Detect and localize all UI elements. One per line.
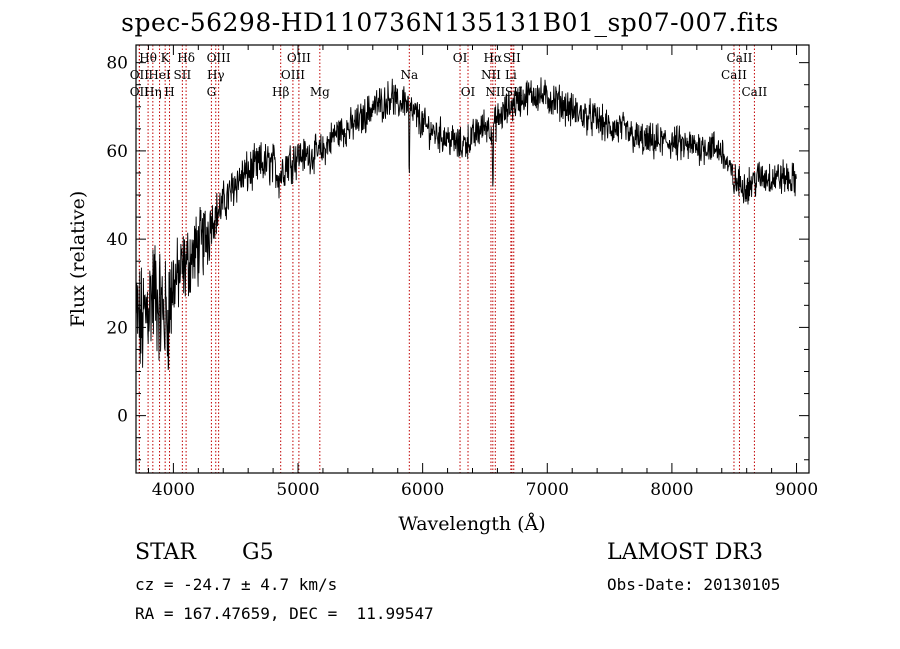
x-tick-label: 4000 (152, 480, 195, 500)
spectral-line-label: Hγ (207, 68, 225, 82)
x-tick-label: 7000 (526, 480, 569, 500)
object-class: STAR (135, 540, 196, 565)
spectral-line-label: HeI (148, 68, 171, 82)
spectral-line-label: Hδ (177, 51, 195, 65)
spectral-line-label: H (164, 85, 174, 99)
x-tick-label: 6000 (401, 480, 444, 500)
spectral-line-label: SII (503, 51, 521, 65)
x-tick-label: 8000 (650, 480, 693, 500)
spectral-line-label: OII (130, 85, 150, 99)
spectral-line-label: Li (505, 68, 517, 82)
spectral-line-markers (138, 45, 755, 473)
observation-date: Obs-Date: 20130105 (607, 575, 781, 594)
spectral-line-label: OIII (207, 51, 231, 65)
y-tick-label: 20 (106, 318, 128, 338)
spectrum-series (135, 77, 797, 371)
spectral-line-label: K (161, 51, 171, 65)
spectral-line-label: OI (461, 85, 476, 99)
y-tick-label: 40 (106, 230, 128, 250)
spectral-line-label: Na (400, 68, 418, 82)
spectrum-line (135, 77, 797, 371)
spectral-line-label: OII (130, 68, 150, 82)
coordinates: RA = 167.47659, DEC = 11.99547 (135, 604, 434, 623)
spectral-line-label: NII (481, 68, 501, 82)
spectral-line-label: OIII (281, 68, 305, 82)
spectral-line-label: Hβ (272, 85, 289, 99)
x-tick-label: 5000 (276, 480, 319, 500)
spectral-line-label: CaII (741, 85, 767, 99)
redshift-velocity: cz = -24.7 ± 4.7 km/s (135, 575, 338, 594)
spectral-line-label: Hθ (139, 51, 157, 65)
x-tick-label: 9000 (775, 480, 818, 500)
x-axis-label: Wavelength (Å) (398, 513, 545, 535)
spectral-line-label: NII (485, 85, 505, 99)
survey-name: LAMOST DR3 (607, 540, 763, 565)
y-axis-label: Flux (relative) (67, 191, 89, 328)
plot-frame (135, 44, 810, 474)
spectral-line-label: OI (453, 51, 468, 65)
spectral-line-label: Mg (310, 85, 330, 99)
spectral-line-label: OIII (287, 51, 311, 65)
y-tick-label: 80 (106, 54, 128, 74)
spectral-line-label: Hα (484, 51, 503, 65)
y-axis-ticks: 0 20 40 60 80 (106, 54, 809, 461)
object-subclass: G5 (242, 540, 274, 565)
x-axis-ticks: 4000 5000 6000 7000 8000 9000 (147, 45, 818, 500)
spectral-line-label: Hη (144, 85, 162, 99)
spectral-line-label: SII (505, 85, 523, 99)
spectral-line-label: CaII (727, 51, 753, 65)
y-tick-label: 0 (117, 407, 128, 427)
spectral-line-label: CaII (721, 68, 747, 82)
spectral-line-label: G (207, 85, 217, 99)
y-tick-label: 60 (106, 142, 128, 162)
spectral-line-label: SII (174, 68, 192, 82)
chart-title: spec-56298-HD110736N135131B01_sp07-007.f… (121, 8, 779, 37)
